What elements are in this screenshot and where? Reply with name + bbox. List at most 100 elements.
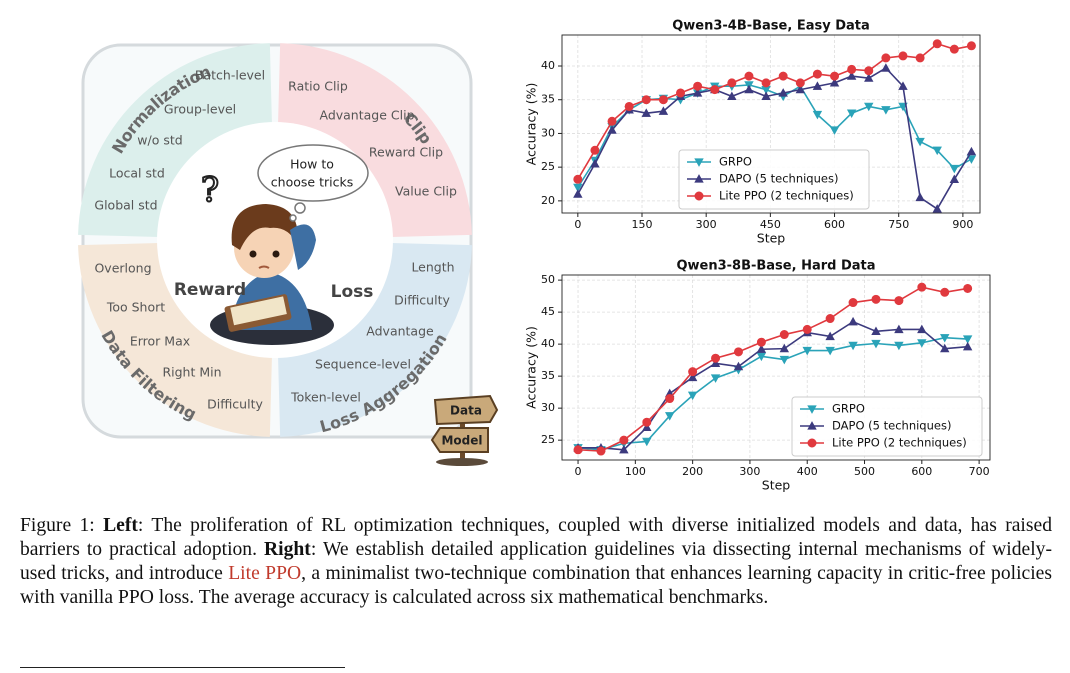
marker	[932, 146, 942, 156]
marker	[733, 361, 744, 371]
x-tick-label: 200	[682, 465, 703, 478]
marker	[641, 95, 651, 105]
marker	[573, 189, 583, 198]
technique-label: Reward Clip	[369, 145, 443, 160]
technique-label: Too Short	[106, 300, 165, 315]
technique-label: Advantage Clip	[319, 108, 414, 123]
marker	[864, 66, 874, 76]
marker	[658, 106, 669, 115]
series-line	[578, 320, 968, 451]
x-tick-label: 600	[911, 465, 932, 478]
marker	[881, 53, 891, 63]
x-tick-label: 500	[854, 465, 875, 478]
technique-label: Overlong	[94, 261, 151, 276]
technique-label: Advantage	[366, 324, 434, 339]
marker	[665, 394, 675, 404]
marker	[710, 374, 721, 383]
marker	[915, 192, 925, 202]
technique-label: Length	[411, 260, 454, 275]
technique-label: Local std	[109, 166, 165, 181]
signpost: Data Model	[430, 394, 499, 466]
marker	[966, 146, 977, 156]
question-mark: ?	[201, 170, 219, 210]
marker	[812, 69, 822, 79]
y-axis-label: Accuracy (%)	[524, 83, 539, 166]
marker	[864, 73, 874, 82]
legend-label: Lite PPO (2 techniques)	[832, 436, 967, 450]
marker	[744, 71, 754, 81]
technique-label: Error Max	[130, 334, 190, 349]
marker	[778, 71, 788, 81]
character	[210, 204, 334, 345]
marker	[917, 339, 927, 348]
marker	[596, 446, 606, 456]
legend-box	[678, 149, 870, 210]
marker	[846, 71, 857, 80]
x-tick-label: 400	[797, 465, 818, 478]
caption-text: , a minimalist two-technique combination…	[20, 563, 1052, 608]
marker	[727, 91, 737, 101]
marker	[848, 316, 858, 326]
y-tick-label: 50	[541, 273, 555, 286]
marker	[756, 344, 767, 353]
y-tick-label: 20	[541, 194, 555, 207]
marker	[761, 78, 771, 88]
marker	[962, 335, 973, 344]
caption-label: Figure 1:	[20, 515, 104, 536]
marker	[658, 95, 668, 105]
legend-label: Lite PPO (2 techniques)	[719, 189, 854, 203]
plot-frame	[561, 34, 981, 214]
x-tick-label: 450	[760, 218, 781, 231]
chart-title: Qwen3-8B-Base, Hard Data	[676, 259, 875, 274]
marker	[756, 337, 766, 347]
marker	[642, 422, 652, 432]
plot-frame	[561, 274, 991, 461]
marker	[894, 324, 904, 334]
footnote-rule	[20, 667, 345, 668]
marker	[915, 137, 925, 147]
marker	[590, 145, 600, 155]
x-tick-label: 700	[969, 465, 990, 478]
marker	[756, 352, 767, 362]
marker	[607, 125, 617, 134]
x-tick-label: 600	[824, 218, 845, 231]
technique-label: Global std	[94, 198, 157, 213]
technique-label: Right Min	[162, 365, 221, 380]
caption: Figure 1: Left: The proliferation of RL …	[20, 514, 1052, 610]
y-tick-label: 40	[541, 337, 555, 350]
marker	[641, 108, 651, 117]
marker	[894, 341, 904, 351]
bubble-text: How to	[290, 157, 334, 172]
x-tick-label: 100	[625, 465, 646, 478]
marker	[962, 341, 973, 351]
marker	[573, 174, 583, 184]
marker	[881, 63, 891, 72]
technique-label: Value Clip	[395, 184, 457, 199]
figure: How to choose tricks ? Reward Loss Data …	[78, 19, 991, 493]
technique-label: Difficulty	[394, 293, 450, 308]
marker	[807, 438, 817, 448]
marker	[848, 341, 858, 351]
marker	[846, 109, 857, 119]
marker	[761, 91, 771, 101]
marker	[694, 158, 704, 167]
bubble-text: choose tricks	[271, 175, 353, 190]
technique-label: Sequence-level	[315, 357, 411, 372]
marker	[807, 405, 817, 414]
marker	[687, 391, 698, 401]
y-axis-label: Accuracy (%)	[524, 326, 539, 409]
marker	[688, 367, 698, 377]
caption-bold: Right	[264, 539, 311, 560]
chart: Qwen3-8B-Base, Hard Data 0 100 200 300 400 500…	[524, 259, 991, 493]
reward-label: Reward	[174, 280, 246, 300]
caption-text: : The proliferation of RL optimization t…	[20, 515, 1052, 560]
marker	[848, 298, 858, 308]
marker	[940, 287, 950, 297]
marker	[619, 435, 629, 445]
marker	[733, 347, 743, 357]
technique-label: Group-level	[164, 102, 236, 117]
quadrant	[78, 242, 273, 437]
legend-box	[791, 396, 983, 457]
marker	[693, 81, 703, 91]
ring	[78, 43, 472, 437]
